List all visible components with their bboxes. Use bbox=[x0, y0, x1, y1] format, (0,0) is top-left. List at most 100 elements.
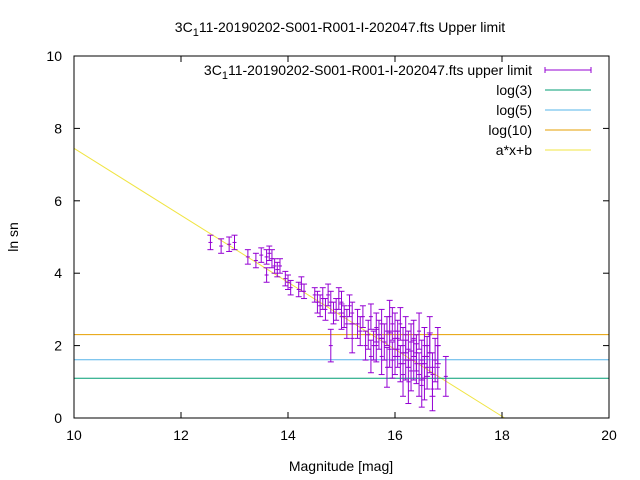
data-point bbox=[338, 303, 345, 330]
data-points-layer bbox=[207, 234, 449, 412]
x-axis-ticks: 10 12 14 16 18 20 bbox=[66, 56, 617, 443]
legend-label-prefix: a*x+b bbox=[496, 142, 532, 158]
data-point bbox=[434, 327, 441, 365]
data-point bbox=[276, 258, 283, 274]
legend-label: log(5) bbox=[496, 102, 532, 118]
data-point bbox=[362, 330, 369, 361]
data-point bbox=[389, 341, 396, 379]
data-point bbox=[367, 339, 374, 374]
legend-label: a*x+b bbox=[496, 142, 532, 158]
legend-label-prefix: log(10) bbox=[488, 122, 532, 138]
x-tick-label: 10 bbox=[66, 427, 82, 443]
data-point bbox=[295, 281, 302, 298]
legend-item: log(5) bbox=[496, 102, 591, 118]
plot-frame bbox=[73, 55, 610, 419]
data-point bbox=[426, 316, 433, 354]
legend-label-subscript: 1 bbox=[222, 70, 228, 82]
data-point bbox=[386, 330, 393, 368]
data-point bbox=[410, 339, 417, 381]
data-point bbox=[285, 274, 291, 290]
data-point bbox=[346, 294, 353, 318]
data-point bbox=[424, 336, 431, 377]
data-point bbox=[400, 352, 407, 397]
data-point bbox=[370, 330, 377, 361]
data-point bbox=[327, 328, 334, 363]
y-tick-label: 10 bbox=[46, 48, 62, 64]
chart-title-subscript: 1 bbox=[193, 27, 199, 39]
chart-title: 3C111-20190202-S001-R001-I-202047.fts Up… bbox=[175, 19, 506, 39]
fit-line-layer bbox=[73, 147, 505, 419]
chart-title-prefix: 3C bbox=[175, 19, 193, 35]
data-point bbox=[263, 249, 270, 265]
legend-item: log(3) bbox=[496, 82, 591, 98]
data-point bbox=[397, 307, 404, 341]
data-point bbox=[207, 234, 214, 251]
data-point bbox=[231, 234, 238, 251]
x-tick-label: 14 bbox=[280, 427, 296, 443]
data-point bbox=[252, 252, 259, 269]
legend-label: log(3) bbox=[496, 82, 532, 98]
x-tick-label: 16 bbox=[387, 427, 403, 443]
legend-label: 3C111-20190202-S001-R001-I-202047.fts up… bbox=[204, 62, 532, 82]
legend-item: 3C111-20190202-S001-R001-I-202047.fts up… bbox=[204, 62, 592, 82]
y-tick-label: 2 bbox=[54, 338, 62, 354]
data-point bbox=[357, 316, 364, 347]
data-point bbox=[367, 303, 374, 330]
data-point bbox=[354, 308, 361, 339]
data-point bbox=[349, 323, 356, 354]
y-tick-label: 8 bbox=[54, 120, 62, 136]
data-point bbox=[389, 307, 396, 341]
data-point bbox=[271, 258, 278, 274]
data-point bbox=[274, 261, 281, 278]
data-point bbox=[287, 279, 294, 296]
legend-label: log(10) bbox=[488, 122, 532, 138]
data-point bbox=[408, 323, 415, 361]
x-tick-label: 18 bbox=[494, 427, 510, 443]
data-point bbox=[378, 337, 385, 376]
fit-line bbox=[73, 147, 505, 419]
y-axis-label: ln sn bbox=[5, 222, 21, 252]
data-point bbox=[317, 294, 324, 318]
chart-title-suffix: 11-20190202-S001-R001-I-202047.fts Upper… bbox=[199, 19, 505, 35]
data-point bbox=[266, 245, 273, 262]
data-point bbox=[244, 249, 251, 265]
data-point bbox=[322, 298, 329, 321]
data-point bbox=[394, 330, 401, 368]
legend: 3C111-20190202-S001-R001-I-202047.fts up… bbox=[204, 62, 592, 158]
data-point bbox=[301, 283, 308, 300]
legend-item: a*x+b bbox=[496, 142, 591, 158]
data-point bbox=[418, 363, 425, 408]
data-point bbox=[413, 343, 420, 385]
data-point bbox=[442, 355, 449, 397]
legend-label-prefix: 3C bbox=[204, 62, 222, 78]
y-tick-label: 4 bbox=[54, 265, 62, 281]
data-point bbox=[405, 359, 412, 405]
x-tick-label: 12 bbox=[173, 427, 189, 443]
data-point bbox=[359, 305, 366, 328]
legend-label-prefix: log(3) bbox=[496, 82, 532, 98]
x-axis-label: Magnitude [mag] bbox=[289, 458, 393, 474]
data-point bbox=[386, 299, 393, 334]
data-point bbox=[429, 366, 436, 412]
data-point bbox=[282, 270, 289, 287]
data-point bbox=[263, 267, 270, 283]
data-point bbox=[416, 352, 423, 397]
y-tick-label: 0 bbox=[54, 410, 62, 426]
data-point bbox=[375, 319, 382, 350]
threshold-lines-layer bbox=[74, 334, 609, 379]
y-axis-ticks: 0 2 4 6 8 10 bbox=[46, 48, 609, 426]
data-point bbox=[365, 319, 372, 350]
legend-label-suffix: 11-20190202-S001-R001-I-202047.fts upper… bbox=[228, 62, 532, 78]
data-point bbox=[373, 328, 380, 363]
data-point bbox=[218, 238, 225, 254]
data-point bbox=[402, 316, 409, 354]
data-point bbox=[343, 308, 350, 339]
y-tick-label: 6 bbox=[54, 193, 62, 209]
legend-item: log(10) bbox=[488, 122, 591, 138]
data-point bbox=[258, 247, 265, 263]
data-point bbox=[226, 236, 233, 252]
x-tick-label: 20 bbox=[601, 427, 617, 443]
data-point bbox=[381, 323, 388, 361]
data-point bbox=[325, 283, 332, 307]
